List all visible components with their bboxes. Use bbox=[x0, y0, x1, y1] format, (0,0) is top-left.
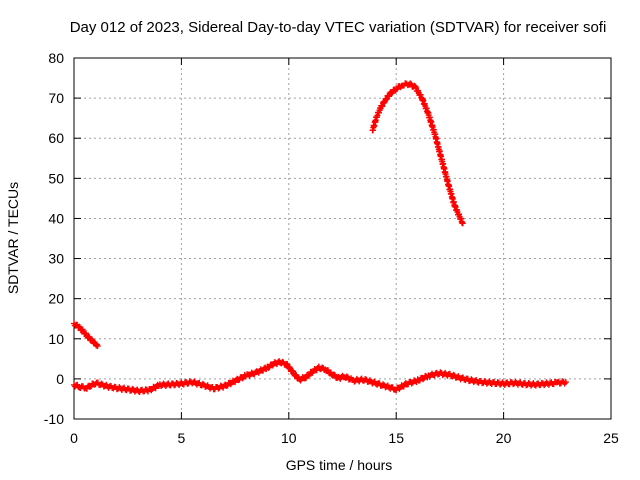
grid-lines bbox=[74, 58, 611, 419]
axis-ticks bbox=[73, 57, 612, 420]
data-point bbox=[407, 80, 414, 87]
chart-title: Day 012 of 2023, Sidereal Day-to-day VTE… bbox=[70, 19, 607, 36]
data-point bbox=[343, 373, 350, 380]
x-tick-labels: 0 5 10 15 20 25 bbox=[70, 430, 619, 446]
series-segment-early bbox=[71, 320, 101, 349]
y-tick-label: 40 bbox=[48, 210, 64, 226]
x-tick-label: 10 bbox=[281, 430, 297, 446]
data-point bbox=[380, 381, 387, 388]
data-point bbox=[330, 371, 337, 378]
data-point bbox=[562, 379, 569, 386]
data-point bbox=[420, 376, 427, 383]
data-point bbox=[76, 323, 83, 330]
y-tick-label: 30 bbox=[48, 251, 64, 267]
data-point bbox=[383, 96, 390, 103]
y-tick-label: 10 bbox=[48, 331, 64, 347]
series-segment-peak bbox=[369, 80, 466, 227]
data-point bbox=[87, 383, 94, 390]
y-tick-label: 20 bbox=[48, 291, 64, 307]
data-point bbox=[98, 380, 105, 387]
y-tick-label: 0 bbox=[56, 371, 64, 387]
x-tick-label: 15 bbox=[388, 430, 404, 446]
y-tick-label: 50 bbox=[48, 170, 64, 186]
series-segment-baseline bbox=[71, 358, 569, 396]
data-point bbox=[94, 342, 101, 349]
y-tick-label: 60 bbox=[48, 130, 64, 146]
y-tick-label: 80 bbox=[48, 50, 64, 66]
y-tick-label: -10 bbox=[44, 411, 64, 427]
x-axis-label: GPS time / hours bbox=[286, 457, 393, 473]
data-series bbox=[71, 80, 569, 396]
x-tick-label: 25 bbox=[603, 430, 619, 446]
y-tick-label: 70 bbox=[48, 90, 64, 106]
data-point bbox=[289, 367, 296, 374]
plot-frame bbox=[73, 57, 612, 420]
y-tick-labels: -10 0 10 20 30 40 50 60 70 80 bbox=[44, 50, 64, 427]
y-axis-label: SDTVAR / TECUs bbox=[5, 182, 21, 294]
x-tick-label: 5 bbox=[178, 430, 186, 446]
data-point bbox=[199, 380, 206, 387]
data-point bbox=[388, 90, 395, 97]
data-point bbox=[459, 220, 466, 227]
x-tick-label: 20 bbox=[496, 430, 512, 446]
x-tick-label: 0 bbox=[70, 430, 78, 446]
data-point bbox=[408, 380, 415, 387]
data-point bbox=[305, 372, 312, 379]
